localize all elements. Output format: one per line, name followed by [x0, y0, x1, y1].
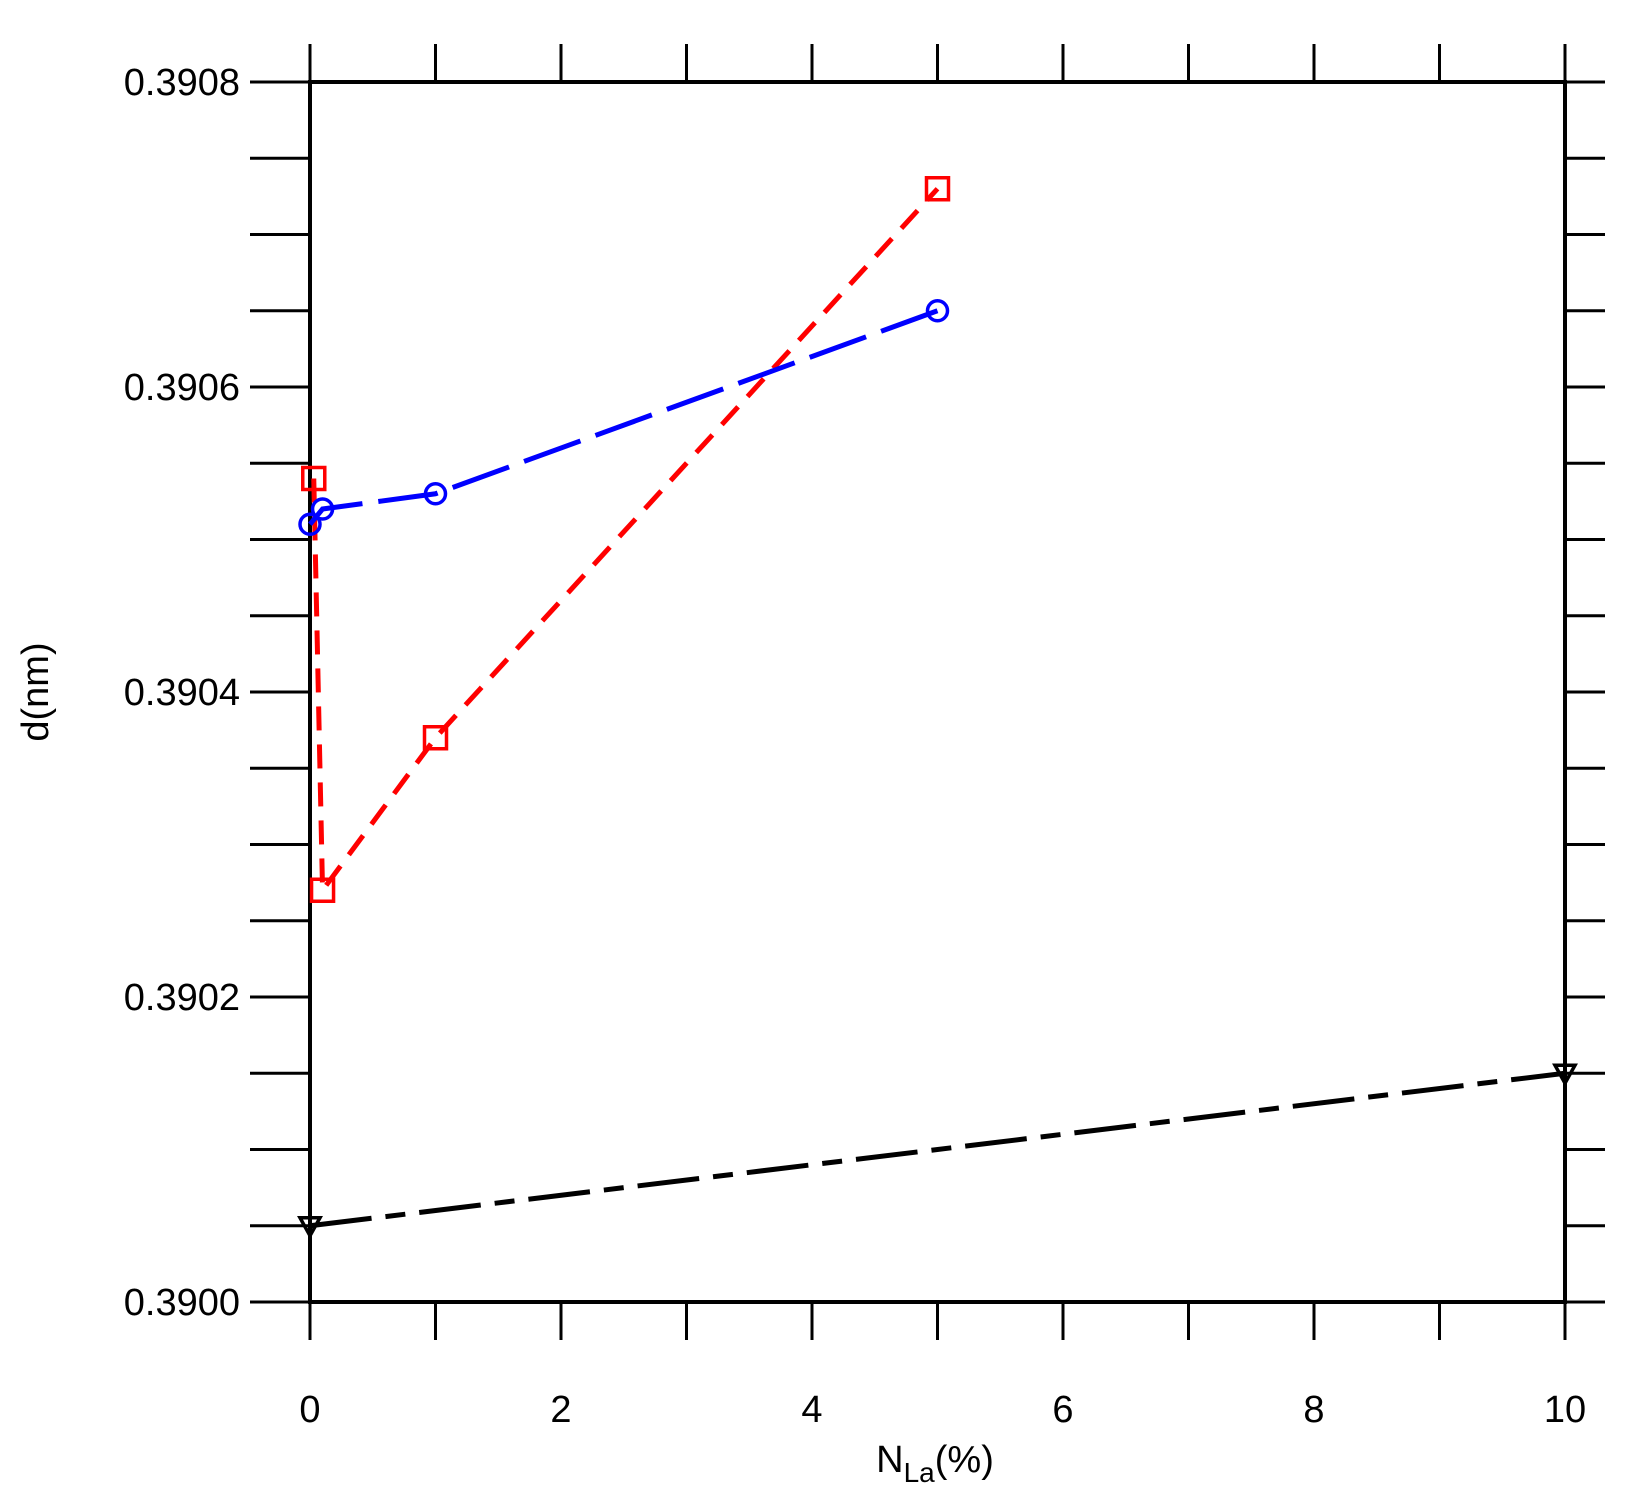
series-layer	[297, 176, 1578, 1240]
x-tick-label: 10	[1544, 1389, 1586, 1431]
data-point	[309, 877, 336, 903]
data-point	[423, 482, 448, 506]
y-tick-label: 0.3906	[124, 367, 240, 409]
data-point	[298, 512, 322, 536]
series-2	[297, 1063, 1578, 1240]
x-tick-label: 6	[1052, 1389, 1073, 1431]
y-tick-labels: 0.3900 0.3902 0.3904 0.3906 0.3908	[124, 62, 240, 1324]
y-tick-label: 0.3904	[124, 672, 240, 714]
y-tick-label: 0.3908	[124, 62, 240, 104]
x-tick-labels: 0 2 4 6 8 10	[299, 1389, 1586, 1431]
data-point	[301, 465, 327, 492]
data-point	[297, 1216, 323, 1240]
minor-ticks	[250, 44, 1605, 1340]
x-axis-title-suffix: (%)	[935, 1439, 994, 1481]
series-line	[309, 1070, 1566, 1229]
x-tick-label: 0	[299, 1389, 320, 1431]
x-tick-label: 2	[550, 1389, 571, 1431]
y-tick-label: 0.3902	[124, 977, 240, 1019]
series-line	[311, 187, 940, 898]
x-axis-title: NLa(%)	[876, 1439, 994, 1488]
major-ticks	[250, 44, 1605, 1340]
series-line	[308, 308, 939, 526]
series-1	[298, 299, 950, 536]
x-tick-label: 8	[1303, 1389, 1324, 1431]
data-point	[310, 497, 335, 521]
data-point	[1552, 1063, 1578, 1087]
y-axis-title: d(nm)	[15, 642, 57, 741]
x-axis-title-subscript: La	[904, 1457, 936, 1488]
x-axis-title-main: N	[876, 1439, 903, 1481]
data-point	[925, 299, 950, 323]
plot-frame	[308, 80, 1567, 1304]
series-0	[301, 176, 951, 903]
y-tick-label: 0.3900	[124, 1282, 240, 1324]
data-point	[924, 176, 951, 202]
x-tick-label: 4	[801, 1389, 822, 1431]
data-point	[422, 725, 449, 751]
